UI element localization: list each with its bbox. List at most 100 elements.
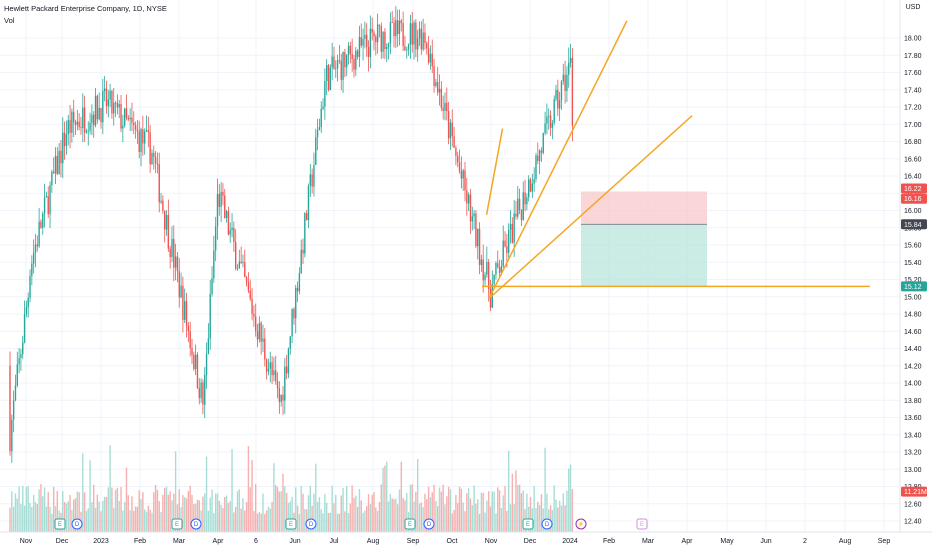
candle-body xyxy=(136,129,139,132)
candle-body xyxy=(176,256,179,272)
volume-bars xyxy=(9,445,574,532)
volume-bar xyxy=(204,493,206,532)
candle-body xyxy=(504,240,506,247)
candle-body xyxy=(216,193,219,227)
volume-bar xyxy=(22,485,24,532)
currency-label[interactable]: USD xyxy=(902,4,924,11)
candle-body xyxy=(36,244,38,247)
candle-body xyxy=(76,121,79,125)
volume-bar xyxy=(366,506,368,532)
candle-body xyxy=(384,31,386,50)
candle-body xyxy=(568,62,570,75)
candle-body xyxy=(25,307,28,315)
volume-bar xyxy=(307,495,310,532)
volume-bar xyxy=(213,513,215,532)
candle-body xyxy=(32,252,35,264)
volume-bar xyxy=(125,467,128,532)
volume-bar xyxy=(165,486,168,532)
volume-bar xyxy=(200,510,202,532)
candle-body xyxy=(402,23,404,47)
candle-body xyxy=(302,249,304,254)
volume-bar xyxy=(49,506,51,532)
candle-body xyxy=(140,129,142,152)
volume-bar xyxy=(400,461,402,532)
candle-body xyxy=(249,290,251,299)
candle-body xyxy=(73,111,75,123)
volume-bar xyxy=(27,486,29,532)
price-axis-background xyxy=(900,0,932,550)
candle-body xyxy=(316,130,319,138)
event-marker-label: E xyxy=(289,522,293,528)
candle-body xyxy=(278,388,281,402)
candle-body xyxy=(537,155,539,161)
candle-body xyxy=(429,53,432,63)
event-marker-label: E xyxy=(175,522,179,528)
volume-bar xyxy=(309,485,311,532)
candle-body xyxy=(233,227,235,243)
candle-body xyxy=(291,309,293,337)
volume-bar xyxy=(437,506,439,532)
time-tick-label: Apr xyxy=(213,538,225,545)
price-tick-label: 16.40 xyxy=(904,174,922,181)
volume-bar xyxy=(242,498,244,532)
candle-body xyxy=(105,88,108,107)
volume-bar xyxy=(123,502,126,532)
volume-bar xyxy=(253,510,255,532)
volume-bar xyxy=(133,510,135,532)
volume-bar xyxy=(336,513,339,532)
candle-body xyxy=(234,242,237,269)
candle-body xyxy=(189,331,191,349)
candle-body xyxy=(125,108,128,118)
volume-bar xyxy=(491,491,493,532)
price-tick-label: 13.20 xyxy=(904,450,922,457)
candle-body xyxy=(329,67,332,91)
volume-bar xyxy=(82,453,84,532)
candle-body xyxy=(244,262,246,278)
volume-bar xyxy=(214,493,217,532)
candle-body xyxy=(196,354,199,389)
candle-body xyxy=(528,179,530,198)
volume-bar xyxy=(344,511,346,532)
price-tick-label: 16.80 xyxy=(904,139,922,146)
candle-body xyxy=(111,90,113,114)
candle-body xyxy=(347,45,350,56)
volume-bar xyxy=(249,487,251,532)
candle-body xyxy=(340,60,342,80)
candle-body xyxy=(205,353,208,375)
volume-bar xyxy=(495,513,497,532)
candle-body xyxy=(80,127,82,129)
price-tag-label: 11.21M xyxy=(904,489,927,496)
candle-body xyxy=(447,111,450,139)
candle-body xyxy=(258,322,261,340)
candle-body xyxy=(265,359,268,372)
volume-bar xyxy=(173,493,175,532)
candle-body xyxy=(498,267,501,273)
volume-bar xyxy=(240,508,242,532)
volume-bar xyxy=(102,500,104,532)
candle-body xyxy=(562,74,564,82)
candle-body xyxy=(467,194,470,204)
candle-body xyxy=(529,179,532,192)
volume-bar xyxy=(245,501,248,532)
volume-bar xyxy=(244,510,246,532)
candle-body xyxy=(466,190,468,204)
event-marker-label: E xyxy=(526,522,530,528)
event-marker-label: E xyxy=(58,522,62,528)
candle-body xyxy=(131,117,133,123)
price-tag-label: 16.22 xyxy=(904,186,922,193)
price-tick-label: 17.20 xyxy=(904,105,922,112)
volume-bar xyxy=(89,460,91,532)
volume-bar xyxy=(322,513,324,532)
candle-body xyxy=(158,163,160,203)
candle-body xyxy=(107,99,109,107)
volume-bar xyxy=(287,502,290,532)
candle-body xyxy=(480,259,483,265)
volume-bar xyxy=(233,512,235,532)
volume-bar xyxy=(509,504,512,532)
volume-bar xyxy=(198,500,200,532)
candle-body xyxy=(42,213,44,228)
candle-body xyxy=(544,123,546,134)
candle-body xyxy=(142,129,144,144)
price-tag xyxy=(901,183,927,194)
